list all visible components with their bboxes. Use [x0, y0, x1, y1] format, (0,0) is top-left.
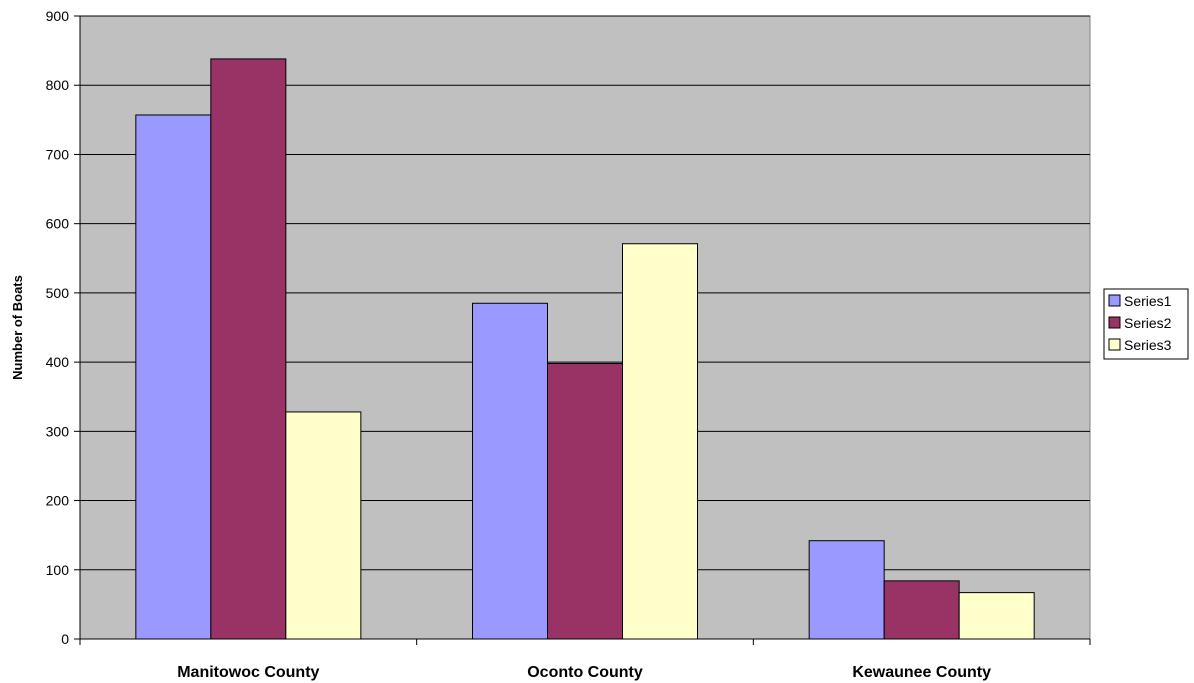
bar-series2-3: [883, 580, 960, 640]
legend-label-series2: Series2: [1124, 315, 1172, 331]
legend-label-series3: Series3: [1124, 337, 1172, 353]
y-tick-label: 200: [46, 493, 70, 509]
legend: Series1 Series2 Series3: [1103, 288, 1189, 360]
bars: [135, 58, 1035, 640]
bar-series3-3: [958, 592, 1035, 640]
y-tick-label: 400: [46, 354, 70, 370]
legend-swatch-series2: [1108, 316, 1121, 329]
y-tick-label: 900: [46, 8, 70, 24]
bar-series1-1: [135, 114, 212, 640]
x-category-label: Manitowoc County: [177, 664, 319, 681]
axes: [74, 15, 1091, 645]
y-tick-label: 0: [61, 631, 69, 647]
y-tick-label: 800: [46, 77, 70, 93]
y-tick-labels: 0 100 200 300 400 500 600 700 800 900: [46, 8, 70, 647]
bar-series3-1: [285, 411, 362, 640]
y-tick-label: 100: [46, 562, 70, 578]
legend-swatch-series1: [1108, 294, 1121, 307]
bar-series2-1: [210, 58, 287, 640]
y-tick-label: 500: [46, 285, 70, 301]
bar-series1-3: [808, 540, 885, 640]
bar-series3-2: [622, 243, 698, 640]
y-tick-label: 600: [46, 216, 70, 232]
legend-swatch-series3: [1108, 338, 1121, 351]
y-tick-label: 700: [46, 146, 70, 162]
y-tick-label: 300: [46, 423, 70, 439]
x-category-label: Oconto County: [527, 664, 643, 681]
x-category-label: Kewaunee County: [852, 664, 991, 681]
bar-series1-2: [472, 302, 548, 640]
bar-series2-2: [547, 362, 623, 640]
x-category-labels: Manitowoc County Oconto County Kewaunee Co…: [177, 664, 991, 681]
legend-label-series1: Series1: [1124, 293, 1172, 309]
y-axis-title: Number of Boats: [10, 275, 25, 380]
